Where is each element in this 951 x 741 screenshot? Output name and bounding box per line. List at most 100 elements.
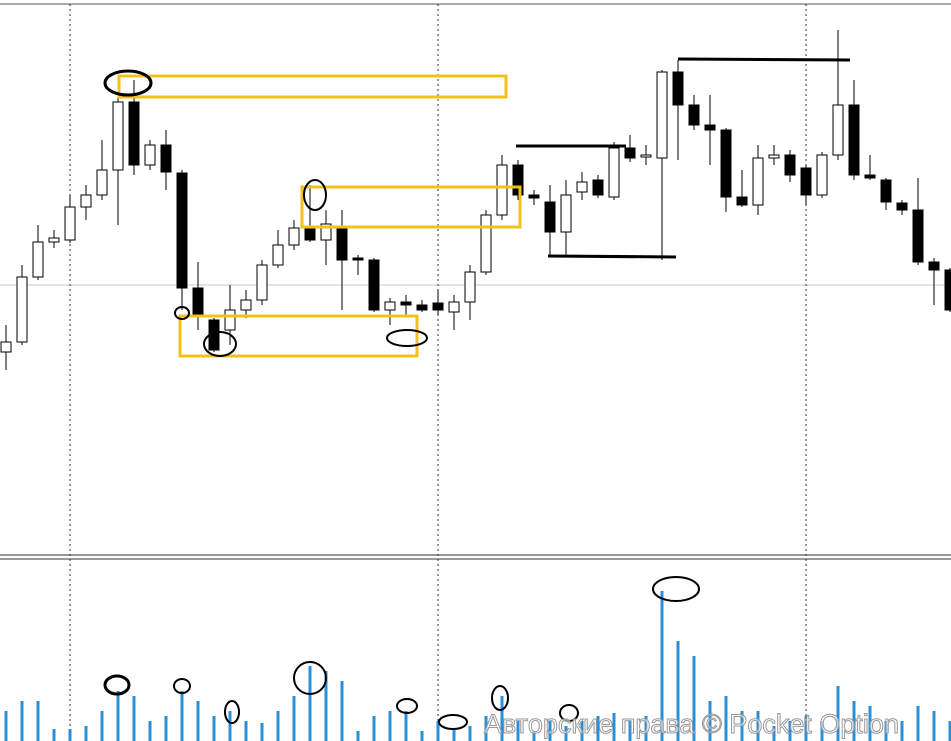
candle-body xyxy=(0,341,12,353)
volume-bar xyxy=(820,721,824,741)
zone-box xyxy=(178,314,419,358)
volume-bar xyxy=(324,671,328,741)
candle-body xyxy=(672,71,684,106)
highlight xyxy=(652,576,700,602)
volume-bar xyxy=(116,691,120,741)
volume-bar xyxy=(548,721,552,741)
candle-body xyxy=(944,269,951,311)
volume-bar xyxy=(20,701,24,741)
candle-body xyxy=(320,223,332,241)
volume-bar xyxy=(932,711,936,741)
volume-bar xyxy=(132,696,136,741)
volume-bar xyxy=(772,726,776,741)
candle-body xyxy=(224,309,236,331)
highlight xyxy=(103,674,131,696)
candle-body xyxy=(544,201,556,233)
volume-bar xyxy=(500,696,504,741)
candle-body xyxy=(800,167,812,196)
candle-body xyxy=(384,301,396,311)
volume-bar xyxy=(372,716,376,741)
candle-body xyxy=(688,104,700,126)
candle-body xyxy=(784,154,796,176)
volume-bar xyxy=(516,721,520,741)
levels xyxy=(516,57,851,259)
candle-body xyxy=(352,257,364,261)
highlight xyxy=(559,704,579,722)
volume-bar xyxy=(596,716,600,741)
candle-body xyxy=(880,179,892,203)
volume-bar xyxy=(452,729,456,741)
volume-bar xyxy=(612,713,616,741)
candle-body xyxy=(592,179,604,196)
highlight xyxy=(173,678,191,694)
candle-body xyxy=(640,154,652,158)
volume-bar xyxy=(196,701,200,741)
highlight xyxy=(438,714,468,730)
volume-bar xyxy=(468,726,472,741)
highlight xyxy=(293,661,327,695)
candle-body xyxy=(128,101,140,166)
candle-body xyxy=(144,144,156,166)
volume-bar xyxy=(868,706,872,741)
volume-bar xyxy=(484,716,488,741)
volume-bar xyxy=(628,721,632,741)
volume-bar xyxy=(724,696,728,741)
volume-bar xyxy=(532,731,536,741)
volume-bar xyxy=(420,731,424,741)
volume-bar xyxy=(260,723,264,741)
volume-bar xyxy=(740,711,744,741)
candle-body xyxy=(560,194,572,233)
candle-body xyxy=(48,237,60,243)
volume-bar xyxy=(84,726,88,741)
volume-bar xyxy=(148,721,152,741)
candle-body xyxy=(400,301,412,306)
candle-body xyxy=(704,124,716,131)
candle-body xyxy=(512,164,524,196)
candle-body xyxy=(32,241,44,278)
volume-bar xyxy=(852,701,856,741)
volume-bar xyxy=(228,711,232,741)
candle-body xyxy=(432,302,444,311)
candle-body xyxy=(160,144,172,173)
volume-bar xyxy=(356,731,360,741)
marks xyxy=(0,30,951,741)
zones xyxy=(117,74,522,358)
candle-body xyxy=(480,214,492,273)
candle-body xyxy=(288,227,300,246)
level-line xyxy=(547,254,677,259)
level-line xyxy=(677,57,851,62)
candle-body xyxy=(16,276,28,343)
volume-bar xyxy=(100,711,104,741)
candle-body xyxy=(528,194,540,199)
candle-body xyxy=(656,71,668,159)
candle-body xyxy=(816,154,828,196)
volume-bar xyxy=(180,691,184,741)
volume-bar xyxy=(948,721,951,741)
volume-bar xyxy=(804,716,808,741)
highlight xyxy=(396,698,418,714)
volume-bar xyxy=(692,656,696,741)
volume-bar xyxy=(388,711,392,741)
candle-body xyxy=(768,154,780,159)
volume-bar xyxy=(788,721,792,741)
volume-bar xyxy=(884,721,888,741)
candle-body xyxy=(176,172,188,289)
volume-bar xyxy=(212,716,216,741)
volume-bar xyxy=(276,711,280,741)
candle-body xyxy=(192,287,204,316)
candle-body xyxy=(864,174,876,179)
volume-bar xyxy=(900,721,904,741)
candle-body xyxy=(256,264,268,301)
volume-bar xyxy=(292,696,296,741)
candle-body xyxy=(464,271,476,303)
volume-bar xyxy=(340,681,344,741)
volume-bar xyxy=(404,711,408,741)
highlight xyxy=(491,685,509,711)
candle-body xyxy=(496,164,508,216)
highlight xyxy=(103,69,153,97)
highlight xyxy=(174,306,190,320)
candle-body xyxy=(96,169,108,196)
volume-bar xyxy=(756,711,760,741)
volume-bar xyxy=(676,641,680,741)
